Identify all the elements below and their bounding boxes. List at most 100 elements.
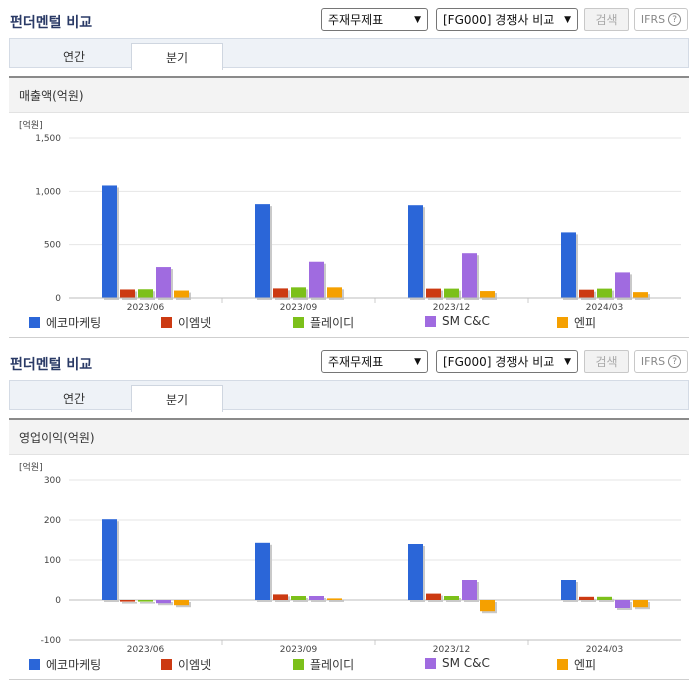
search-button[interactable]: 검색 <box>584 8 629 31</box>
bar[interactable] <box>579 596 594 600</box>
tab-annual[interactable]: 연간 <box>62 49 86 64</box>
bar[interactable] <box>615 600 630 608</box>
legend-item[interactable]: 에코마케팅 <box>29 656 101 673</box>
metric-title: 매출액(억원) <box>9 78 689 113</box>
ifrs-help-button[interactable]: IFRS ? <box>634 350 688 373</box>
y-tick-label: 200 <box>44 516 61 526</box>
ifrs-label: IFRS <box>640 355 666 368</box>
bar[interactable] <box>174 600 189 606</box>
bar[interactable] <box>633 600 648 608</box>
bar-shadow <box>158 602 173 606</box>
bar[interactable] <box>273 288 288 298</box>
legend-item[interactable]: 플레이디 <box>293 656 354 673</box>
bar[interactable] <box>273 594 288 600</box>
legend-item[interactable]: SM C&C <box>425 656 490 670</box>
report-type-select[interactable]: 주재무제표 ▼ <box>321 8 428 31</box>
x-tick-label: 2023/12 <box>433 645 470 652</box>
x-tick-label: 2024/03 <box>586 303 623 310</box>
legend-item[interactable]: 플레이디 <box>293 314 354 331</box>
bar[interactable] <box>597 596 612 600</box>
legend-item[interactable]: 이엠넷 <box>161 656 211 673</box>
bar[interactable] <box>462 580 477 600</box>
legend-swatch <box>557 659 568 670</box>
bar[interactable] <box>102 185 117 298</box>
report-type-select[interactable]: 주재무제표 ▼ <box>321 350 428 373</box>
legend-label: 플레이디 <box>310 658 355 672</box>
legend-item[interactable]: 엔피 <box>557 314 596 331</box>
legend-swatch <box>29 659 40 670</box>
bar[interactable] <box>426 593 441 600</box>
metric-title: 영업이익(억원) <box>9 420 689 455</box>
bar-chart: [억원] -100 0 100 200 300 2023/06 2023/09 2023/12 2… <box>19 461 681 652</box>
y-tick-label: 0 <box>55 294 61 304</box>
y-tick-label: 500 <box>44 241 61 251</box>
search-button[interactable]: 검색 <box>584 350 629 373</box>
bar[interactable] <box>408 544 423 600</box>
bar[interactable] <box>480 291 495 298</box>
bar[interactable] <box>138 289 153 298</box>
bar[interactable] <box>327 287 342 298</box>
legend-swatch <box>29 317 40 328</box>
legend-item[interactable]: 엔피 <box>557 656 596 673</box>
bar[interactable] <box>444 596 459 600</box>
bar[interactable] <box>120 289 135 298</box>
bar-shadow <box>581 598 596 602</box>
chevron-down-icon: ▼ <box>414 356 421 367</box>
bar[interactable] <box>615 272 630 298</box>
legend-item[interactable]: SM C&C <box>425 314 490 328</box>
y-tick-label: 100 <box>44 556 61 566</box>
chart-panel: 영업이익(억원) [억원] -100 0 100 200 300 2023/06 2023/0… <box>9 418 689 680</box>
bar[interactable] <box>309 596 324 600</box>
legend-label: 이엠넷 <box>178 316 212 330</box>
bar[interactable] <box>480 600 495 612</box>
bar[interactable] <box>156 267 171 298</box>
legend-item[interactable]: 에코마케팅 <box>29 314 101 331</box>
bar[interactable] <box>102 519 117 600</box>
legend-label: SM C&C <box>442 314 490 328</box>
report-type-value: 주재무제표 <box>328 355 384 369</box>
x-tick-label: 2023/06 <box>127 303 165 310</box>
chart-legend: 에코마케팅 이엠넷 플레이디 SM C&C 엔피 <box>29 314 689 330</box>
bar[interactable] <box>597 288 612 298</box>
bar[interactable] <box>444 288 459 298</box>
legend-swatch <box>293 659 304 670</box>
tab-annual[interactable]: 연간 <box>62 391 86 406</box>
peer-group-select[interactable]: [FG000] 경쟁사 비교 ▼ <box>436 8 578 31</box>
bar[interactable] <box>426 288 441 298</box>
bar[interactable] <box>255 204 270 298</box>
x-tick-label: 2023/09 <box>280 645 318 652</box>
bar[interactable] <box>156 600 171 604</box>
bar[interactable] <box>561 232 576 298</box>
tab-quarterly[interactable]: 분기 <box>131 43 223 70</box>
bar[interactable] <box>291 596 306 600</box>
peer-group-select[interactable]: [FG000] 경쟁사 비교 ▼ <box>436 350 578 373</box>
bar[interactable] <box>291 287 306 298</box>
report-type-value: 주재무제표 <box>328 13 384 27</box>
y-unit-label: [억원] <box>19 119 43 131</box>
ifrs-help-button[interactable]: IFRS ? <box>634 8 688 31</box>
peer-group-value: [FG000] 경쟁사 비교 <box>443 355 555 369</box>
bar[interactable] <box>462 253 477 298</box>
period-tabs: 연간 분기 <box>9 380 689 412</box>
bar[interactable] <box>579 289 594 298</box>
fundamental-section-sales: 펀더멘털 비교 주재무제표 ▼ [FG000] 경쟁사 비교 ▼ 검색 IFRS… <box>9 8 689 338</box>
section-title: 펀더멘털 비교 <box>10 15 93 31</box>
help-icon: ? <box>668 13 682 26</box>
bar[interactable] <box>174 290 189 298</box>
bar[interactable] <box>138 600 153 602</box>
tab-quarterly[interactable]: 분기 <box>131 385 223 412</box>
bar[interactable] <box>327 598 342 600</box>
bar[interactable] <box>561 580 576 600</box>
bar[interactable] <box>408 205 423 298</box>
y-tick-label: -100 <box>41 636 62 646</box>
bar[interactable] <box>120 600 135 602</box>
legend-item[interactable]: 이엠넷 <box>161 314 211 331</box>
chevron-down-icon: ▼ <box>414 14 421 25</box>
x-tick-label: 2023/09 <box>280 303 318 310</box>
legend-swatch <box>425 657 436 669</box>
bar[interactable] <box>633 292 648 298</box>
bar[interactable] <box>255 542 270 600</box>
bar[interactable] <box>309 261 324 298</box>
period-tabs: 연간 분기 <box>9 38 689 70</box>
x-tick-label: 2023/06 <box>127 645 165 652</box>
